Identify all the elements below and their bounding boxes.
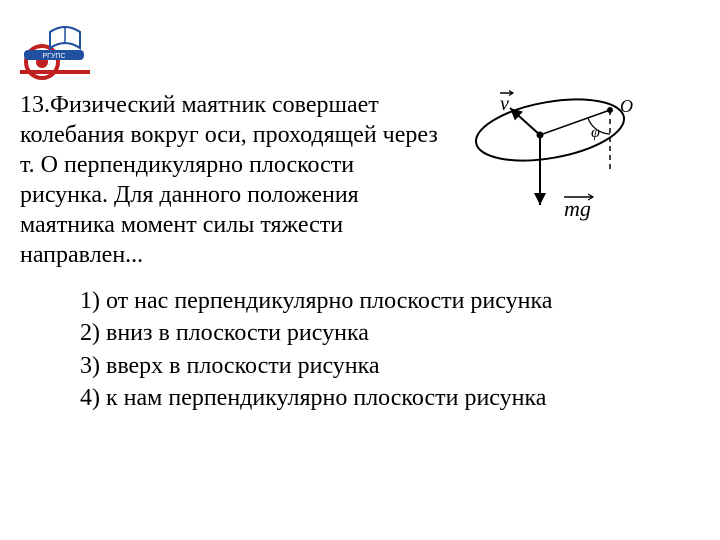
option-1: 1) от нас перпендикулярно плоскости рису… xyxy=(80,285,700,317)
logo: РГУПС xyxy=(20,10,100,80)
label-O: O xyxy=(620,96,633,116)
question-text: 13.Физический маятник совершает колебани… xyxy=(20,90,440,270)
pendulum-diagram: O φ v mg xyxy=(460,90,640,240)
option-2: 2) вниз в плоскости рисунка xyxy=(80,317,700,349)
label-phi: φ xyxy=(591,124,600,141)
question-body: Физический маятник совершает колебания в… xyxy=(20,92,438,268)
options-list: 1) от нас перпендикулярно плоскости рису… xyxy=(80,285,700,415)
label-v: v xyxy=(500,93,509,115)
option-num: 3) xyxy=(80,350,100,382)
option-4: 4) к нам перпендикулярно плоскости рисун… xyxy=(80,382,700,414)
option-text: к нам перпендикулярно плоскости рисунка xyxy=(106,382,546,414)
option-text: вверх в плоскости рисунка xyxy=(106,350,380,382)
option-num: 4) xyxy=(80,382,100,414)
option-num: 1) xyxy=(80,285,100,317)
logo-text: РГУПС xyxy=(43,53,66,60)
option-text: вниз в плоскости рисунка xyxy=(106,317,369,349)
label-mg: mg xyxy=(564,196,591,221)
option-num: 2) xyxy=(80,317,100,349)
option-text: от нас перпендикулярно плоскости рисунка xyxy=(106,285,552,317)
question-number: 13. xyxy=(20,92,50,118)
question-block: 13.Физический маятник совершает колебани… xyxy=(20,90,700,270)
option-3: 3) вверх в плоскости рисунка xyxy=(80,350,700,382)
